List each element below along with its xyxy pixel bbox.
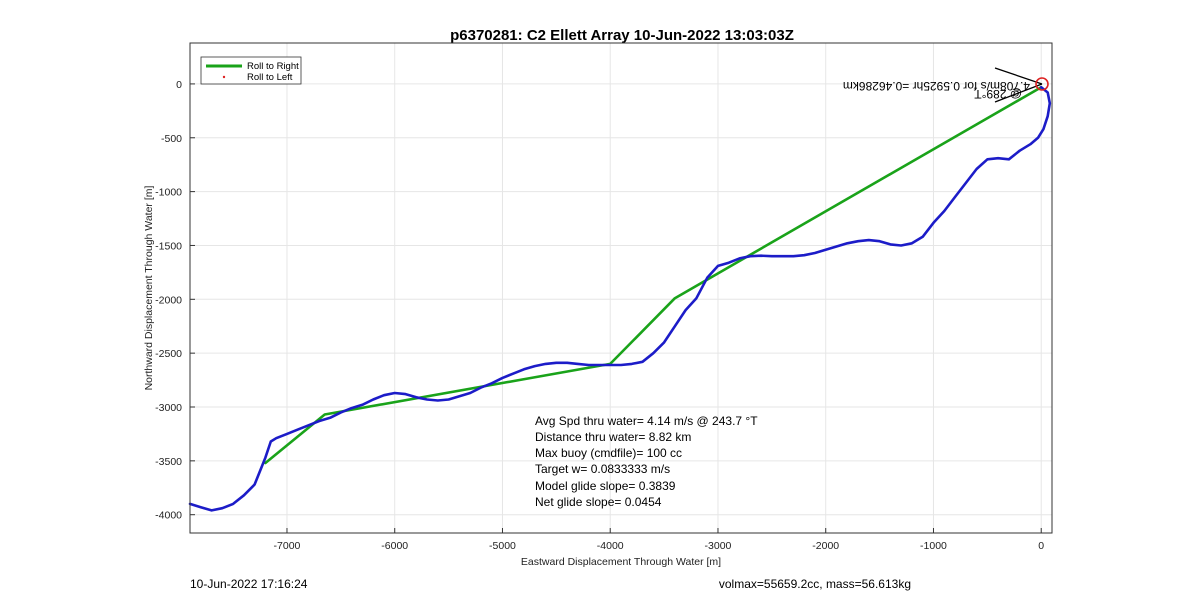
plot-frame [189, 42, 1053, 534]
current-arrow [994, 67, 1043, 103]
stat-model-glide: Model glide slope= 0.3839 [535, 479, 676, 493]
stat-net-glide: Net glide slope= 0.0454 [535, 495, 662, 509]
chart-title: p6370281: C2 Ellett Array 10-Jun-2022 13… [450, 27, 794, 44]
current-label: 4.708m/s for 0.5925hr =0.46286km [843, 79, 1030, 93]
stat-avg-speed: Avg Spd thru water= 4.14 m/s @ 243.7 °T [535, 414, 758, 428]
plot-area [188, 85, 1052, 512]
y-tick-label: -2000 [155, 294, 182, 306]
x-tick-label: -4000 [597, 540, 624, 552]
current-arrow-lower [994, 83, 1043, 103]
legend-label-roll-left: Roll to Left [247, 72, 293, 83]
x-tick-label: -6000 [381, 540, 408, 552]
x-tick-label: -2000 [812, 540, 839, 552]
y-tick-label: 0 [176, 79, 182, 91]
x-tick-label: -1000 [920, 540, 947, 552]
start-marker [1035, 77, 1049, 91]
current-arrow-upper [994, 67, 1043, 85]
y-tick-label: -1000 [155, 187, 182, 199]
glider-track-line [188, 85, 1052, 512]
footer-volmax-mass: volmax=55659.2cc, mass=56.613kg [719, 577, 911, 591]
y-tick-label: -1500 [155, 240, 182, 252]
legend: Roll to Right Roll to Left [200, 56, 302, 85]
y-tick-label: -3500 [155, 456, 182, 468]
y-tick-label: -2500 [155, 348, 182, 360]
stat-target-w: Target w= 0.0833333 m/s [535, 462, 670, 476]
x-tick-label: -7000 [274, 540, 301, 552]
stat-distance: Distance thru water= 8.82 km [535, 430, 691, 444]
x-axis-label: Eastward Displacement Through Water [m] [521, 556, 721, 568]
y-tick-label: -3000 [155, 402, 182, 414]
y-tick-label: -4000 [155, 510, 182, 522]
legend-marker-roll-left [222, 75, 226, 79]
y-tick-label: -500 [161, 133, 182, 145]
x-tick-label: 0 [1038, 540, 1044, 552]
y-axis-label: Northward Displacement Through Water [m] [143, 186, 155, 391]
legend-box [200, 56, 302, 85]
current-label-fragment: @ 289°T [974, 87, 1022, 101]
x-tick-label: -3000 [705, 540, 732, 552]
legend-label-roll-right: Roll to Right [247, 61, 299, 72]
axis-ticks: -7000 -6000 -5000 -4000 -3000 -2000 -1000 0 0 -50… [155, 79, 1044, 552]
x-tick-label: -5000 [489, 540, 516, 552]
stats-annotation: Avg Spd thru water= 4.14 m/s @ 243.7 °T … [535, 414, 758, 509]
stat-max-buoy: Max buoy (cmdfile)= 100 cc [535, 446, 682, 460]
footer-timestamp: 10-Jun-2022 17:16:24 [190, 577, 308, 591]
